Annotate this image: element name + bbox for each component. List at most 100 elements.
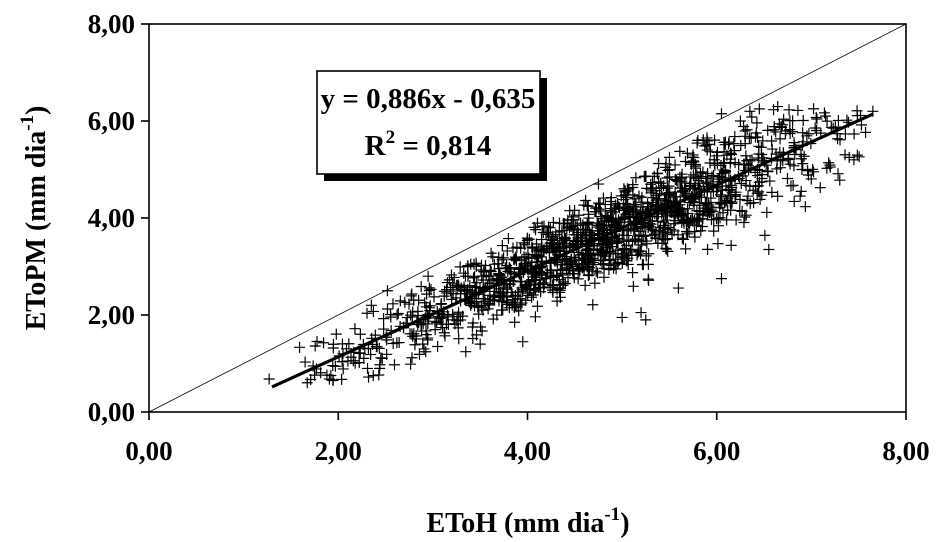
- data-point: [462, 261, 474, 273]
- data-point: [652, 215, 664, 227]
- data-point: [613, 232, 625, 244]
- data-point: [776, 119, 788, 131]
- data-point: [796, 164, 808, 175]
- data-point: [592, 219, 604, 231]
- data-point: [711, 146, 723, 158]
- data-point: [445, 269, 457, 281]
- data-point: [468, 272, 480, 284]
- data-point: [513, 305, 525, 317]
- data-point: [460, 346, 472, 358]
- data-point: [394, 295, 406, 307]
- data-point: [374, 362, 386, 374]
- data-point: [795, 185, 807, 197]
- equation-box-frame: [316, 70, 541, 175]
- data-point: [808, 103, 820, 115]
- data-point: [423, 282, 435, 294]
- data-point: [755, 141, 767, 153]
- data-point: [551, 295, 563, 307]
- data-point: [370, 341, 382, 353]
- data-point: [405, 358, 417, 370]
- x-tick-label: 2,00: [315, 436, 362, 466]
- data-point: [820, 110, 832, 122]
- data-point: [315, 367, 327, 379]
- data-point: [421, 288, 433, 300]
- data-point: [725, 148, 737, 160]
- data-point: [568, 238, 580, 250]
- data-point: [551, 270, 563, 282]
- data-point: [785, 180, 797, 192]
- data-point: [636, 206, 648, 218]
- data-point: [492, 258, 504, 270]
- data-point: [700, 172, 712, 184]
- x-axis-title: EToH (mm dia-1): [426, 504, 629, 539]
- data-point: [413, 348, 425, 360]
- data-point: [690, 162, 702, 174]
- data-point: [429, 324, 441, 336]
- data-point: [336, 373, 348, 385]
- data-point: [388, 359, 400, 371]
- data-point: [636, 259, 648, 271]
- data-point: [330, 328, 342, 340]
- data-point: [618, 205, 630, 217]
- data-point: [753, 186, 765, 198]
- data-point: [504, 278, 516, 290]
- data-point: [475, 264, 487, 276]
- data-point: [263, 373, 275, 385]
- data-point: [637, 230, 649, 242]
- y-tick-label: 0,00: [88, 397, 135, 427]
- scatter-points: [263, 101, 879, 389]
- data-point: [653, 193, 665, 205]
- data-point: [391, 309, 403, 321]
- data-point: [546, 234, 558, 246]
- data-point: [722, 192, 734, 204]
- r-squared-label: R2 = 0,814: [365, 127, 492, 162]
- r-squared-superscript: 2: [386, 127, 396, 148]
- data-point: [809, 122, 821, 134]
- data-point: [578, 199, 590, 211]
- data-point: [536, 233, 548, 245]
- data-point: [690, 179, 702, 191]
- data-point: [587, 259, 599, 271]
- data-point: [803, 128, 815, 140]
- data-point: [327, 360, 339, 372]
- data-point: [860, 126, 872, 138]
- data-point: [799, 201, 811, 213]
- data-point: [478, 293, 490, 305]
- data-point: [750, 131, 762, 143]
- data-point: [565, 221, 577, 233]
- data-point: [641, 238, 653, 250]
- data-point: [431, 317, 443, 329]
- data-point: [746, 111, 758, 123]
- data-point: [442, 311, 454, 323]
- data-point: [294, 341, 306, 353]
- data-point: [735, 139, 747, 151]
- data-point: [561, 263, 573, 275]
- data-point: [643, 248, 655, 260]
- data-point: [465, 258, 477, 270]
- data-point: [422, 270, 434, 282]
- data-point: [541, 267, 553, 279]
- data-point: [756, 176, 768, 188]
- data-point: [661, 210, 673, 222]
- data-point: [768, 104, 780, 116]
- data-point: [715, 108, 727, 120]
- data-point: [808, 166, 820, 178]
- data-point: [712, 213, 724, 225]
- data-point: [805, 173, 817, 185]
- data-point: [759, 229, 771, 241]
- data-point: [519, 239, 531, 251]
- regression-equation: y = 0,886x - 0,635: [321, 83, 536, 115]
- data-point: [568, 268, 580, 280]
- data-point: [537, 227, 549, 239]
- data-point: [778, 113, 790, 125]
- data-point: [701, 198, 713, 210]
- data-point: [744, 105, 756, 117]
- data-point: [517, 285, 529, 297]
- data-point: [814, 182, 826, 194]
- x-tick-label: 4,00: [504, 436, 551, 466]
- data-point: [598, 271, 610, 283]
- data-point: [571, 259, 583, 271]
- data-point: [415, 319, 427, 331]
- data-point: [672, 282, 684, 294]
- data-point: [627, 280, 639, 292]
